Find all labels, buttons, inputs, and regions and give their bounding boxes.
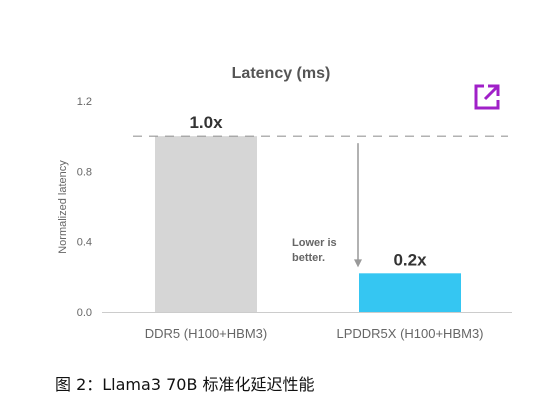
annotation: Lower is better. <box>292 143 362 268</box>
x-category-label: DDR5 (H100+HBM3) <box>145 326 267 341</box>
y-tick-label: 0.8 <box>77 166 92 178</box>
chart-title: Latency (ms) <box>232 65 331 82</box>
data-label: 1.0x <box>189 113 223 132</box>
annotation-text: Lower is <box>292 237 337 249</box>
y-tick-label: 0.0 <box>77 307 92 319</box>
bar-1 <box>155 136 257 312</box>
data-label: 0.2x <box>393 250 427 269</box>
y-tick-label: 1.2 <box>77 96 92 108</box>
bar-2 <box>359 273 461 312</box>
figure-caption: 图 2：Llama3 70B 标准化延迟性能 <box>55 375 315 394</box>
bars <box>155 136 461 312</box>
x-category-label: LPDDR5X (H100+HBM3) <box>336 326 483 341</box>
y-axis-title: Normalized latency <box>57 160 69 254</box>
y-tick-label: 0.4 <box>77 237 92 249</box>
category-labels: DDR5 (H100+HBM3) LPDDR5X (H100+HBM3) <box>145 326 484 341</box>
external-link-icon[interactable] <box>472 82 502 112</box>
annotation-arrow-head <box>354 259 362 268</box>
data-labels: 1.0x 0.2x <box>189 113 427 269</box>
annotation-text: better. <box>292 252 325 264</box>
y-axis-ticks: 0.0 0.4 0.8 1.2 <box>77 96 92 319</box>
